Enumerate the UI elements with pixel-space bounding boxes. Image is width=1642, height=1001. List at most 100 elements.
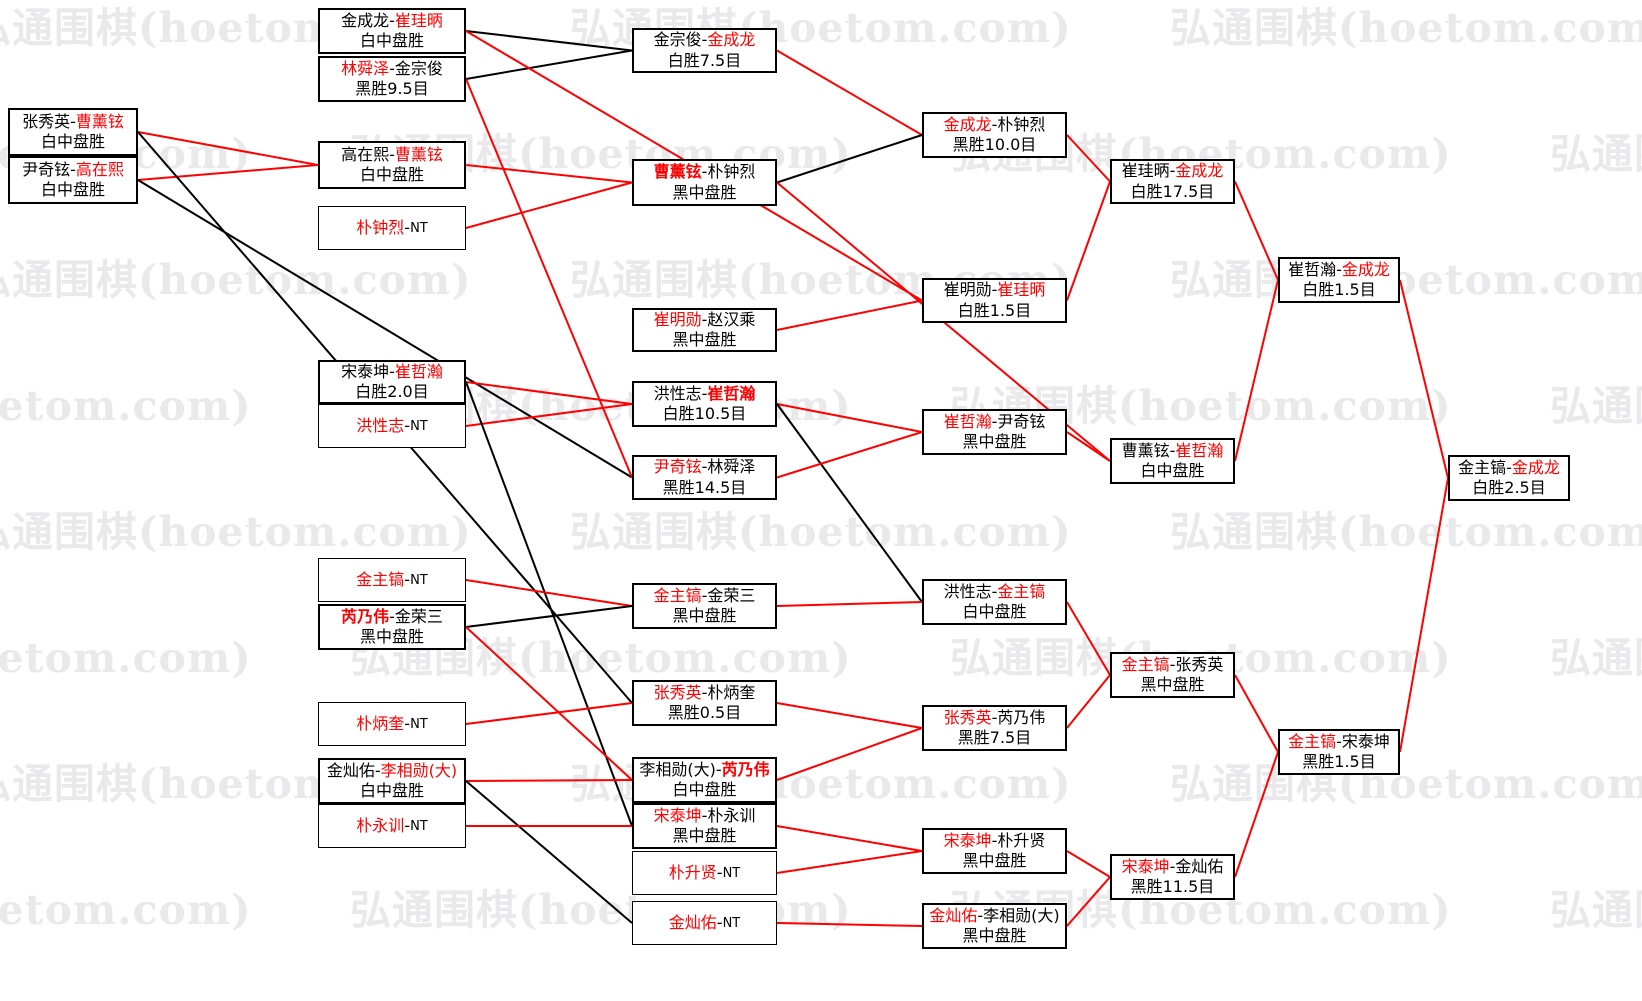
match-box[interactable]: 崔哲瀚-金成龙 白胜1.5目 — [1278, 257, 1400, 303]
match-result: 白中盘胜 — [40, 132, 105, 151]
match-box[interactable]: 洪性志-金主镐 白中盘胜 — [922, 579, 1067, 625]
match-box[interactable]: 尹奇铉-高在熙 白中盘胜 — [8, 156, 138, 204]
player-two: 曹薰铉 — [394, 144, 443, 164]
match-box[interactable]: 芮乃伟-金荣三 黑中盘胜 — [318, 604, 466, 650]
connector-loser — [465, 605, 633, 628]
match-box[interactable]: 金成龙-崔珪昞 白中盘胜 — [318, 8, 466, 54]
match-box[interactable]: 宋泰坤-崔哲瀚 白胜2.0目 — [318, 360, 466, 404]
player-two: 朴永训 — [707, 805, 756, 825]
match-result: 白中盘胜 — [359, 31, 424, 50]
player-one: 芮乃伟 — [341, 606, 390, 626]
match-box[interactable]: 金灿佑-李相勋(大) 白中盘胜 — [318, 758, 466, 804]
connector-winner — [776, 299, 923, 331]
match-box[interactable]: 李相勋(大)-芮乃伟 白中盘胜 — [632, 757, 777, 803]
match-players: 金灿佑-李相勋(大) — [327, 761, 457, 781]
match-box[interactable]: 金宗俊-金成龙 白胜7.5目 — [632, 28, 777, 73]
match-box[interactable]: 金成龙-朴钟烈 黑胜10.0目 — [922, 112, 1067, 158]
match-box[interactable]: 金灿佑-李相勋(大) 黑中盘胜 — [922, 903, 1067, 949]
match-box[interactable]: 尹奇铉-林舜泽 黑胜14.5目 — [632, 455, 777, 500]
player-one: 金成龙 — [341, 10, 390, 30]
player-one: 李相勋(大) — [639, 759, 716, 779]
match-box[interactable]: 洪性志-NT — [318, 404, 466, 448]
match-box[interactable]: 金主镐-金荣三 黑中盘胜 — [632, 583, 777, 629]
match-box[interactable]: 朴炳奎-NT — [318, 702, 466, 746]
match-result: 黑中盘胜 — [359, 627, 424, 646]
watermark-text: 弘通围棋(hoetom.com)弘通围棋(hoetom.com)弘通围棋(hoe… — [0, 634, 1642, 682]
connector-winner — [776, 825, 923, 852]
match-box[interactable]: 朴升贤-NT — [632, 851, 777, 895]
player-two: 朴钟烈 — [707, 162, 756, 182]
player-two: 曹薰铉 — [75, 111, 124, 131]
match-box[interactable]: 崔明勋-赵汉乘 黑中盘胜 — [632, 308, 777, 352]
connector-winner — [776, 601, 923, 607]
match-box[interactable]: 金主镐-NT — [318, 558, 466, 602]
match-box[interactable]: 宋泰坤-朴升贤 黑中盘胜 — [922, 828, 1067, 874]
watermark-text: 弘通围棋(hoetom.com)弘通围棋(hoetom.com)弘通围棋(hoe… — [0, 508, 1642, 556]
match-box[interactable]: 宋泰坤-金灿佑 黑胜11.5目 — [1110, 854, 1235, 900]
match-box[interactable]: 林舜泽-金宗俊 黑胜9.5目 — [318, 56, 466, 102]
player-two: 崔哲瀚 — [394, 361, 443, 381]
player-one: 曹薰铉 — [1121, 440, 1170, 460]
versus-separator: - — [1169, 161, 1176, 181]
match-box[interactable]: 张秀英-曹薰铉 白中盘胜 — [8, 108, 138, 156]
player-two: NT — [410, 818, 428, 834]
match-players: 金主镐-金荣三 — [654, 586, 756, 606]
connector-winner — [1234, 279, 1279, 462]
player-one: 崔明勋 — [653, 309, 702, 329]
match-box[interactable]: 宋泰坤-朴永训 黑中盘胜 — [632, 803, 777, 849]
player-one: 张秀英 — [653, 682, 702, 702]
player-one: 高在熙 — [341, 144, 390, 164]
versus-separator: - — [991, 830, 998, 850]
match-box[interactable]: 崔哲瀚-尹奇铉 黑中盘胜 — [922, 409, 1067, 455]
player-two: 金成龙 — [1341, 259, 1390, 279]
player-one: 金主镐 — [1288, 731, 1337, 751]
match-result: 白中盘胜 — [359, 781, 424, 800]
match-box[interactable]: 朴永训-NT — [318, 804, 466, 848]
connector-winner — [465, 164, 633, 184]
match-result: 黑中盘胜 — [1140, 675, 1205, 694]
player-one: 崔哲瀚 — [1288, 259, 1337, 279]
match-box[interactable]: 曹薰铉-崔哲瀚 白中盘胜 — [1110, 438, 1235, 484]
match-box[interactable]: 曹薰铉-朴钟烈 黑中盘胜 — [632, 159, 777, 206]
player-two: NT — [722, 865, 741, 881]
match-box[interactable]: 张秀英-芮乃伟 黑胜7.5目 — [922, 705, 1067, 751]
connector-winner — [465, 381, 633, 405]
match-players: 朴钟烈-NT — [356, 218, 427, 238]
match-result: 黑中盘胜 — [672, 826, 737, 845]
match-box[interactable]: 洪性志-崔哲瀚 白胜10.5目 — [632, 381, 777, 427]
match-box[interactable]: 金主镐-张秀英 黑中盘胜 — [1110, 652, 1235, 698]
player-two: 金成龙 — [707, 30, 756, 50]
player-one: 朴永训 — [356, 815, 405, 835]
match-box[interactable]: 金灿佑-NT — [632, 901, 777, 945]
match-box[interactable]: 金主镐-宋泰坤 黑胜1.5目 — [1278, 729, 1400, 775]
match-box[interactable]: 崔明勋-崔珪昞 白胜1.5目 — [922, 278, 1067, 323]
versus-separator: - — [701, 682, 708, 702]
match-players: 宋泰坤-崔哲瀚 — [341, 362, 443, 382]
versus-separator: - — [389, 58, 395, 78]
player-one: 张秀英 — [22, 111, 71, 131]
player-one: 金成龙 — [943, 114, 992, 134]
player-one: 金主镐 — [653, 585, 702, 605]
match-box[interactable]: 朴钟烈-NT — [318, 206, 466, 250]
match-players: 尹奇铉-高在熙 — [22, 160, 124, 180]
match-players: 崔哲瀚-金成龙 — [1288, 260, 1390, 280]
player-two: 金荣三 — [394, 606, 443, 626]
match-box[interactable]: 金主镐-金成龙 白胜2.5目 — [1448, 455, 1570, 501]
connector-winner — [465, 403, 633, 427]
match-box[interactable]: 张秀英-朴炳奎 黑胜0.5目 — [632, 680, 777, 726]
connector-loser — [465, 30, 633, 52]
match-players: 宋泰坤-朴永训 — [654, 806, 756, 826]
player-two: 崔珪昞 — [997, 280, 1046, 300]
player-one: 崔明勋 — [943, 280, 992, 300]
versus-separator: - — [404, 815, 411, 835]
player-two: 宋泰坤 — [1341, 731, 1390, 751]
connector-winner — [465, 702, 633, 725]
player-two: 金主镐 — [997, 581, 1046, 601]
player-two: NT — [410, 572, 428, 588]
match-box[interactable]: 崔珪昞-金成龙 白胜17.5目 — [1110, 159, 1235, 204]
match-box[interactable]: 高在熙-曹薰铉 白中盘胜 — [318, 141, 466, 189]
versus-separator: - — [70, 159, 76, 179]
connector-loser — [465, 780, 633, 924]
player-one: 金灿佑 — [668, 912, 717, 932]
